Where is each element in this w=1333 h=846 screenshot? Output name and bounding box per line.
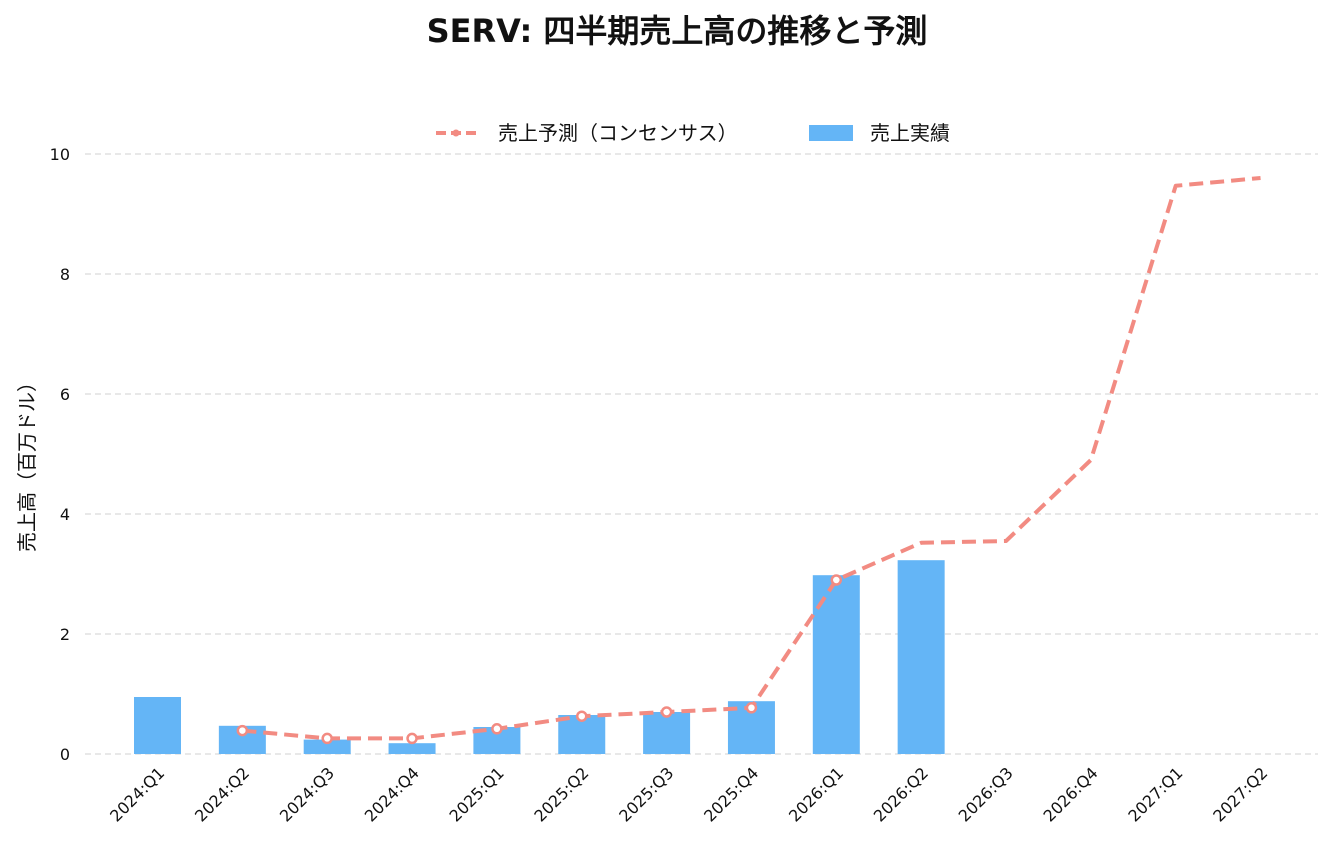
x-tick-label: 2024:Q4 (361, 763, 423, 825)
legend-forecast-label: 売上予測（コンセンサス） (498, 121, 738, 145)
forecast-marker (660, 706, 673, 718)
grid (85, 153, 1318, 755)
x-tick-label: 2025:Q4 (700, 763, 762, 825)
forecast-marker (491, 723, 503, 735)
x-tick-label: 2025:Q2 (530, 763, 592, 825)
x-tick-label: 2024:Q2 (191, 763, 253, 825)
y-tick-label: 4 (60, 505, 70, 524)
forecast-line (236, 176, 1261, 745)
x-tick-label: 2026:Q2 (870, 763, 932, 825)
forecast-marker (745, 702, 758, 714)
forecast-marker (406, 732, 418, 745)
bars (134, 560, 945, 754)
forecast-marker (576, 710, 588, 722)
chart-title: SERV: 四半期売上高の推移と予測 (427, 12, 928, 50)
x-tick-label: 2026:Q4 (1040, 763, 1102, 825)
x-tick-label: 2026:Q3 (955, 763, 1017, 825)
y-tick-label: 6 (60, 385, 70, 404)
legend-actual-label: 売上実績 (870, 121, 950, 145)
forecast-marker (321, 732, 333, 745)
bar (388, 743, 436, 754)
bar (134, 697, 181, 754)
forecast-marker (830, 574, 843, 586)
forecast-polyline (242, 176, 1261, 741)
x-tick-label: 2027:Q2 (1209, 763, 1271, 825)
x-tick-label: 2024:Q1 (106, 763, 168, 825)
x-tick-label: 2025:Q1 (446, 763, 508, 825)
y-axis-label: 売上高（百万ドル） (15, 372, 39, 552)
bar (897, 560, 945, 754)
bar (303, 739, 351, 754)
legend-item-forecast: 売上予測（コンセンサス） (436, 121, 738, 145)
x-tick-label: 2025:Q3 (615, 763, 677, 825)
x-tick-label: 2026:Q1 (785, 763, 847, 825)
y-tick-label: 2 (60, 625, 70, 644)
legend-actual-swatch (809, 125, 853, 141)
forecast-marker (236, 724, 249, 737)
legend-item-actual: 売上実績 (809, 121, 950, 145)
bar (643, 712, 691, 754)
y-tick-label: 10 (50, 145, 70, 164)
y-tick-label: 0 (60, 745, 70, 764)
legend: 売上予測（コンセンサス） 売上実績 (436, 121, 950, 145)
y-tick-label: 8 (60, 265, 70, 284)
x-tick-label: 2027:Q1 (1124, 763, 1186, 825)
x-tick-label: 2024:Q3 (276, 763, 338, 825)
x-ticks: 2024:Q1 2024:Q2 2024:Q3 2024:Q4 2025:Q1 2025:… (106, 763, 1271, 825)
legend-forecast-marker (452, 129, 460, 137)
y-ticks: 0 2 4 6 8 10 (50, 145, 70, 764)
